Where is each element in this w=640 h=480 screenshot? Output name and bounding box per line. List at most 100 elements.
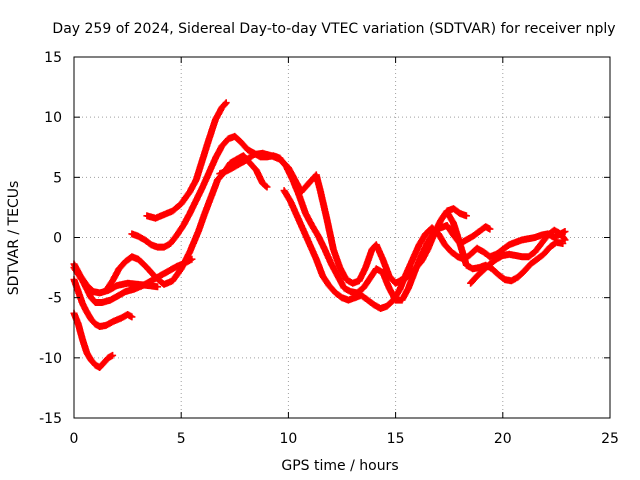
x-tick-label: 25 [601, 431, 619, 447]
data-point [115, 284, 119, 287]
data-point [364, 266, 367, 269]
data-point [398, 288, 402, 291]
data-point [308, 180, 312, 184]
x-tick-label: 0 [70, 431, 79, 447]
data-point [424, 232, 427, 236]
data-point [368, 277, 372, 280]
data-point [261, 152, 264, 155]
data-point [210, 195, 213, 198]
data-point [154, 217, 157, 220]
y-axis-label: SDTVAR / TECUs [6, 181, 22, 296]
data-point [270, 154, 273, 157]
data-point [240, 141, 243, 144]
data-point [488, 262, 492, 266]
data-point [533, 236, 537, 239]
data-point [546, 233, 550, 237]
data-point [89, 318, 93, 321]
data-point [126, 282, 129, 285]
data-point [252, 153, 256, 156]
data-point [111, 354, 114, 357]
data-point [465, 214, 468, 218]
data-point [510, 279, 513, 283]
series-track-f [128, 132, 494, 304]
data-point [188, 212, 191, 215]
data-point [85, 351, 89, 355]
data-point [310, 224, 314, 227]
series-track-a [70, 309, 117, 371]
x-tick-label: 10 [279, 431, 297, 447]
data-point [246, 148, 249, 151]
data-point [89, 296, 93, 299]
data-point [553, 236, 556, 239]
data-point [115, 295, 119, 298]
data-point [81, 279, 84, 283]
data-point [400, 298, 404, 302]
axis-ticks: 0 5 10 15 20 25 -15 -10 -5 0 5 10 15 [39, 50, 619, 447]
data-point [340, 296, 344, 299]
data-point [180, 202, 183, 206]
data-point [325, 218, 329, 221]
data-point [190, 257, 194, 261]
data-point [278, 158, 282, 161]
data-point [469, 282, 472, 285]
data-point [469, 253, 472, 256]
data-point [327, 284, 331, 287]
data-point [154, 276, 157, 279]
data-point [130, 232, 134, 236]
data-point [559, 232, 562, 236]
chart-title: Day 259 of 2024, Sidereal Day-to-day VTE… [52, 21, 615, 37]
data-point [520, 238, 524, 242]
data-point [233, 135, 236, 138]
data-point [385, 304, 389, 308]
y-tick-label: 0 [53, 231, 62, 247]
data-point [162, 213, 166, 216]
data-point [77, 322, 80, 326]
data-point [375, 267, 378, 270]
data-point [372, 303, 376, 307]
data-point [98, 291, 101, 295]
data-point [98, 325, 101, 328]
data-point [561, 242, 565, 245]
x-tick-label: 5 [177, 431, 186, 447]
data-point [89, 359, 93, 362]
data-point [300, 190, 303, 193]
data-point [366, 298, 369, 302]
series-markers [128, 132, 494, 304]
data-point [175, 265, 179, 268]
data-point [77, 290, 80, 293]
data-point [392, 298, 395, 302]
data-point [244, 159, 247, 162]
data-point [458, 242, 462, 245]
data-point [261, 182, 264, 185]
data-point [255, 168, 258, 172]
data-point [94, 322, 97, 326]
data-point [347, 298, 350, 302]
data-point [443, 243, 447, 246]
data-point [405, 272, 408, 275]
data-point [445, 224, 449, 227]
data-point [92, 290, 95, 293]
y-tick-label: -5 [48, 291, 62, 307]
y-tick-label: 10 [44, 110, 62, 126]
data-point [201, 185, 204, 189]
data-point [452, 207, 455, 210]
data-point [102, 361, 106, 364]
data-point [149, 243, 153, 246]
y-tick-label: 5 [53, 170, 62, 186]
data-point [501, 254, 504, 257]
data-point [360, 294, 363, 297]
series-track-e [102, 152, 271, 294]
data-point [553, 229, 556, 232]
x-tick-label: 20 [494, 431, 512, 447]
data-point [495, 257, 498, 261]
data-point [225, 101, 228, 104]
data-point [353, 296, 357, 299]
series-track-i [280, 187, 569, 312]
data-point [308, 243, 312, 246]
data-point [555, 241, 558, 244]
data-point [220, 106, 224, 109]
data-point [456, 255, 459, 258]
data-point [242, 154, 245, 157]
data-point [523, 269, 526, 273]
data-point [540, 242, 543, 245]
